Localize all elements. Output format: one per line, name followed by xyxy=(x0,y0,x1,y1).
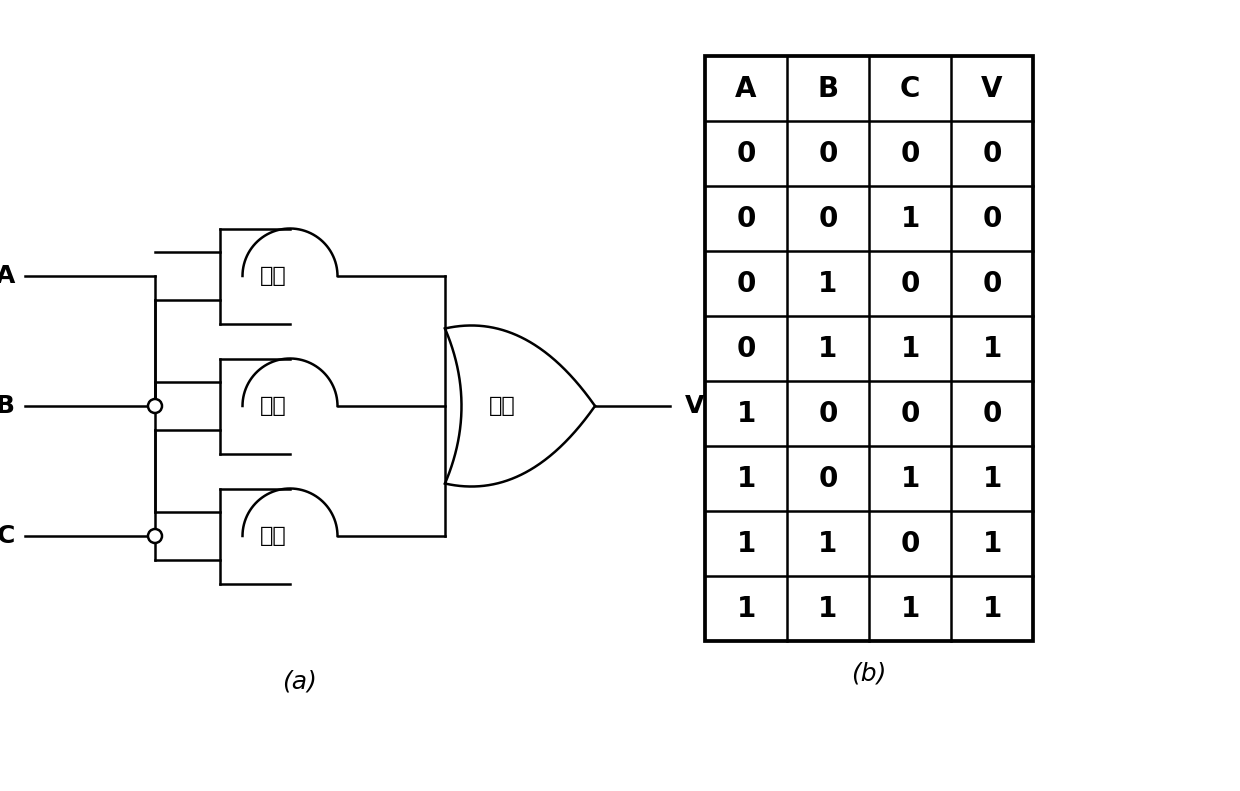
Text: 1: 1 xyxy=(900,335,920,362)
Text: 0: 0 xyxy=(818,399,838,427)
Text: 0: 0 xyxy=(900,139,920,168)
Text: 0: 0 xyxy=(900,399,920,427)
Text: (a): (a) xyxy=(283,669,317,693)
Bar xyxy=(706,56,1033,641)
Text: 0: 0 xyxy=(982,139,1002,168)
Text: B: B xyxy=(0,394,15,418)
Text: 0: 0 xyxy=(737,139,755,168)
Text: 0: 0 xyxy=(900,529,920,558)
Circle shape xyxy=(148,399,162,413)
Text: V: V xyxy=(981,74,1003,103)
Text: 0: 0 xyxy=(818,464,838,493)
Text: 1: 1 xyxy=(818,270,838,297)
Text: 0: 0 xyxy=(982,270,1002,297)
Text: 0: 0 xyxy=(737,205,755,233)
Text: 1: 1 xyxy=(982,529,1002,558)
Text: A: A xyxy=(735,74,756,103)
Text: C: C xyxy=(0,524,15,548)
Text: 与门: 与门 xyxy=(260,526,286,546)
Text: 1: 1 xyxy=(737,595,755,623)
Text: V: V xyxy=(684,394,704,418)
Text: 或门: 或门 xyxy=(489,396,516,416)
Text: 与门: 与门 xyxy=(260,396,286,416)
Text: 0: 0 xyxy=(982,399,1002,427)
Circle shape xyxy=(148,529,162,543)
Text: 0: 0 xyxy=(900,270,920,297)
Text: 1: 1 xyxy=(818,595,838,623)
Text: 1: 1 xyxy=(818,335,838,362)
Text: 1: 1 xyxy=(737,399,755,427)
Text: 与门: 与门 xyxy=(260,266,286,286)
Text: (b): (b) xyxy=(852,661,887,685)
Text: 1: 1 xyxy=(818,529,838,558)
Text: 0: 0 xyxy=(982,205,1002,233)
Text: 1: 1 xyxy=(737,464,755,493)
Text: 0: 0 xyxy=(737,335,755,362)
Text: B: B xyxy=(817,74,838,103)
Text: 0: 0 xyxy=(818,139,838,168)
Text: C: C xyxy=(900,74,920,103)
Text: 1: 1 xyxy=(982,335,1002,362)
Text: 1: 1 xyxy=(900,595,920,623)
Text: 0: 0 xyxy=(737,270,755,297)
Text: 1: 1 xyxy=(982,595,1002,623)
Text: 1: 1 xyxy=(737,529,755,558)
Text: 1: 1 xyxy=(900,205,920,233)
Text: 1: 1 xyxy=(900,464,920,493)
Text: 1: 1 xyxy=(982,464,1002,493)
Text: 0: 0 xyxy=(818,205,838,233)
Text: A: A xyxy=(0,264,15,288)
